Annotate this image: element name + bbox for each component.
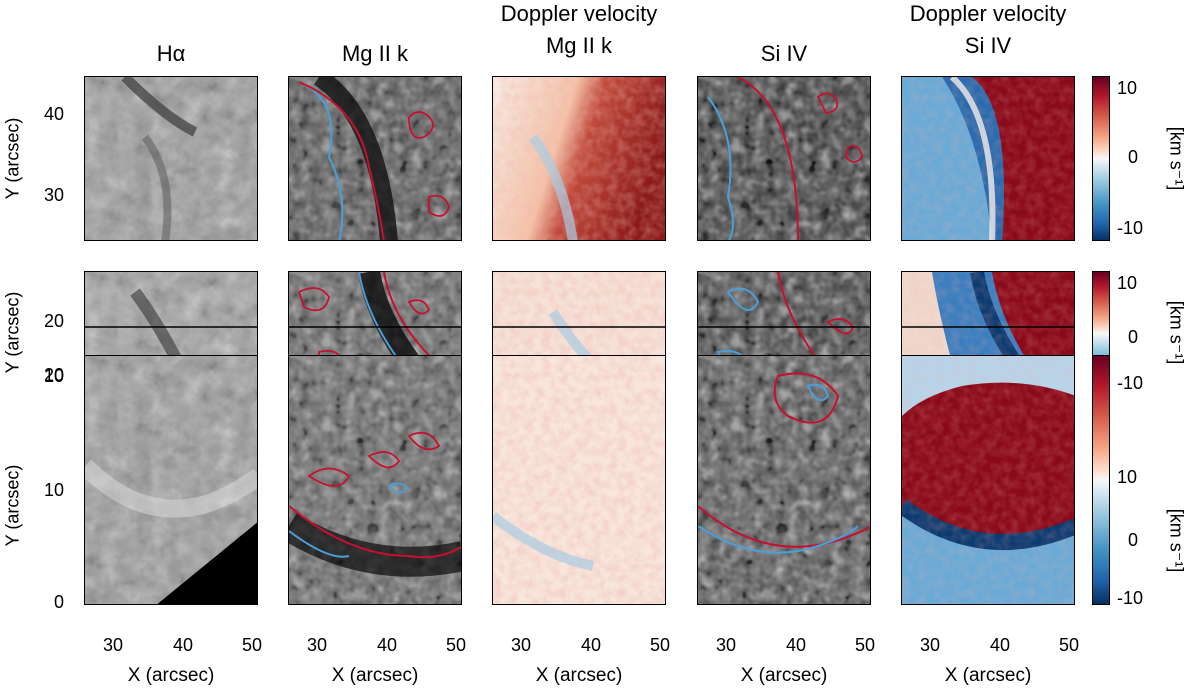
ytick-row2-20: 20 [44,311,65,331]
doppler-siiv-image [902,77,1074,240]
colorbar-unit-row1: [km s⁻¹] [1166,126,1187,191]
xtick-30: 30 [511,635,532,655]
cbar-tick-minus10: -10 [1117,373,1144,393]
mgiik-image [289,356,461,604]
xtick-50: 50 [446,635,467,655]
doppler-mgiik-image [493,77,665,240]
ytick-row2-10: 10 [44,366,65,386]
panel-mgiik-row1 [288,76,462,241]
xtick-40: 40 [786,635,807,655]
ylabel-row2: Y (arcsec) [2,291,23,374]
panel-halpha-row1 [84,76,258,241]
xtick-30: 30 [716,635,737,655]
xtick-50: 50 [855,635,876,655]
doppler-mgiik-image [493,356,665,604]
ytick-row3-10: 10 [44,480,65,500]
col-title-doppler-mgiik: Doppler velocity Mg II k [500,1,658,58]
xlabel-col5: X (arcsec) [944,665,1032,686]
col-title-mgiik: Mg II k [341,41,408,66]
panel-doppler-mgiik-row3 [492,355,666,605]
cbar-tick-minus10: -10 [1117,588,1144,608]
cbar-tick-10: 10 [1117,78,1138,98]
panel-siiv-row1 [697,76,871,241]
xlabel-col1: X (arcsec) [127,665,215,686]
cbar-tick-minus10: -10 [1117,218,1144,238]
cbar-tick-0: 0 [1128,530,1139,550]
xtick-40: 40 [173,635,194,655]
colorbar-row3 [1092,355,1110,605]
panel-siiv-row3 [697,355,871,605]
halpha-image [85,356,257,604]
xlabel-col4: X (arcsec) [740,665,828,686]
cbar-tick-0: 0 [1128,147,1139,167]
ytick-row3-0: 0 [54,592,65,612]
xlabel-col2: X (arcsec) [331,665,419,686]
doppler-siiv-image [902,356,1074,604]
xtick-40: 40 [581,635,602,655]
xlabel-col3: X (arcsec) [535,665,623,686]
xtick-50: 50 [650,635,671,655]
panel-doppler-mgiik-row1 [492,76,666,241]
xtick-40: 40 [990,635,1011,655]
panel-doppler-siiv-row1 [901,76,1075,241]
cbar-tick-10: 10 [1117,467,1138,487]
col-title-halpha: Hα [156,41,186,66]
col-title-doppler-siiv: Doppler velocity Si IV [909,1,1067,58]
xtick-50: 50 [242,635,263,655]
panel-halpha-row3 [84,355,258,605]
panel-mgiik-row3 [288,355,462,605]
cbar-tick-10: 10 [1117,273,1138,293]
xtick-30: 30 [307,635,328,655]
ytick-row1-40: 40 [44,104,65,124]
ylabel-row1: Y (arcsec) [2,117,23,200]
xtick-30: 30 [103,635,124,655]
xtick-30: 30 [920,635,941,655]
colorbar-unit-row2: [km s⁻¹] [1166,300,1187,365]
cbar-tick-0: 0 [1128,327,1139,347]
ylabel-row3: Y (arcsec) [2,464,23,547]
ytick-row3-20: 20 [44,365,65,385]
mgiik-image [289,77,461,240]
colorbar-unit-row3: [km s⁻¹] [1166,508,1187,573]
xtick-40: 40 [377,635,398,655]
halpha-image [85,77,257,240]
colorbar-row1 [1092,76,1110,241]
siiv-image [698,77,870,240]
panel-doppler-siiv-row3 [901,355,1075,605]
xtick-50: 50 [1059,635,1080,655]
col-title-siiv: Si IV [760,41,808,66]
siiv-image [698,356,870,604]
ytick-row1-30: 30 [44,185,65,205]
